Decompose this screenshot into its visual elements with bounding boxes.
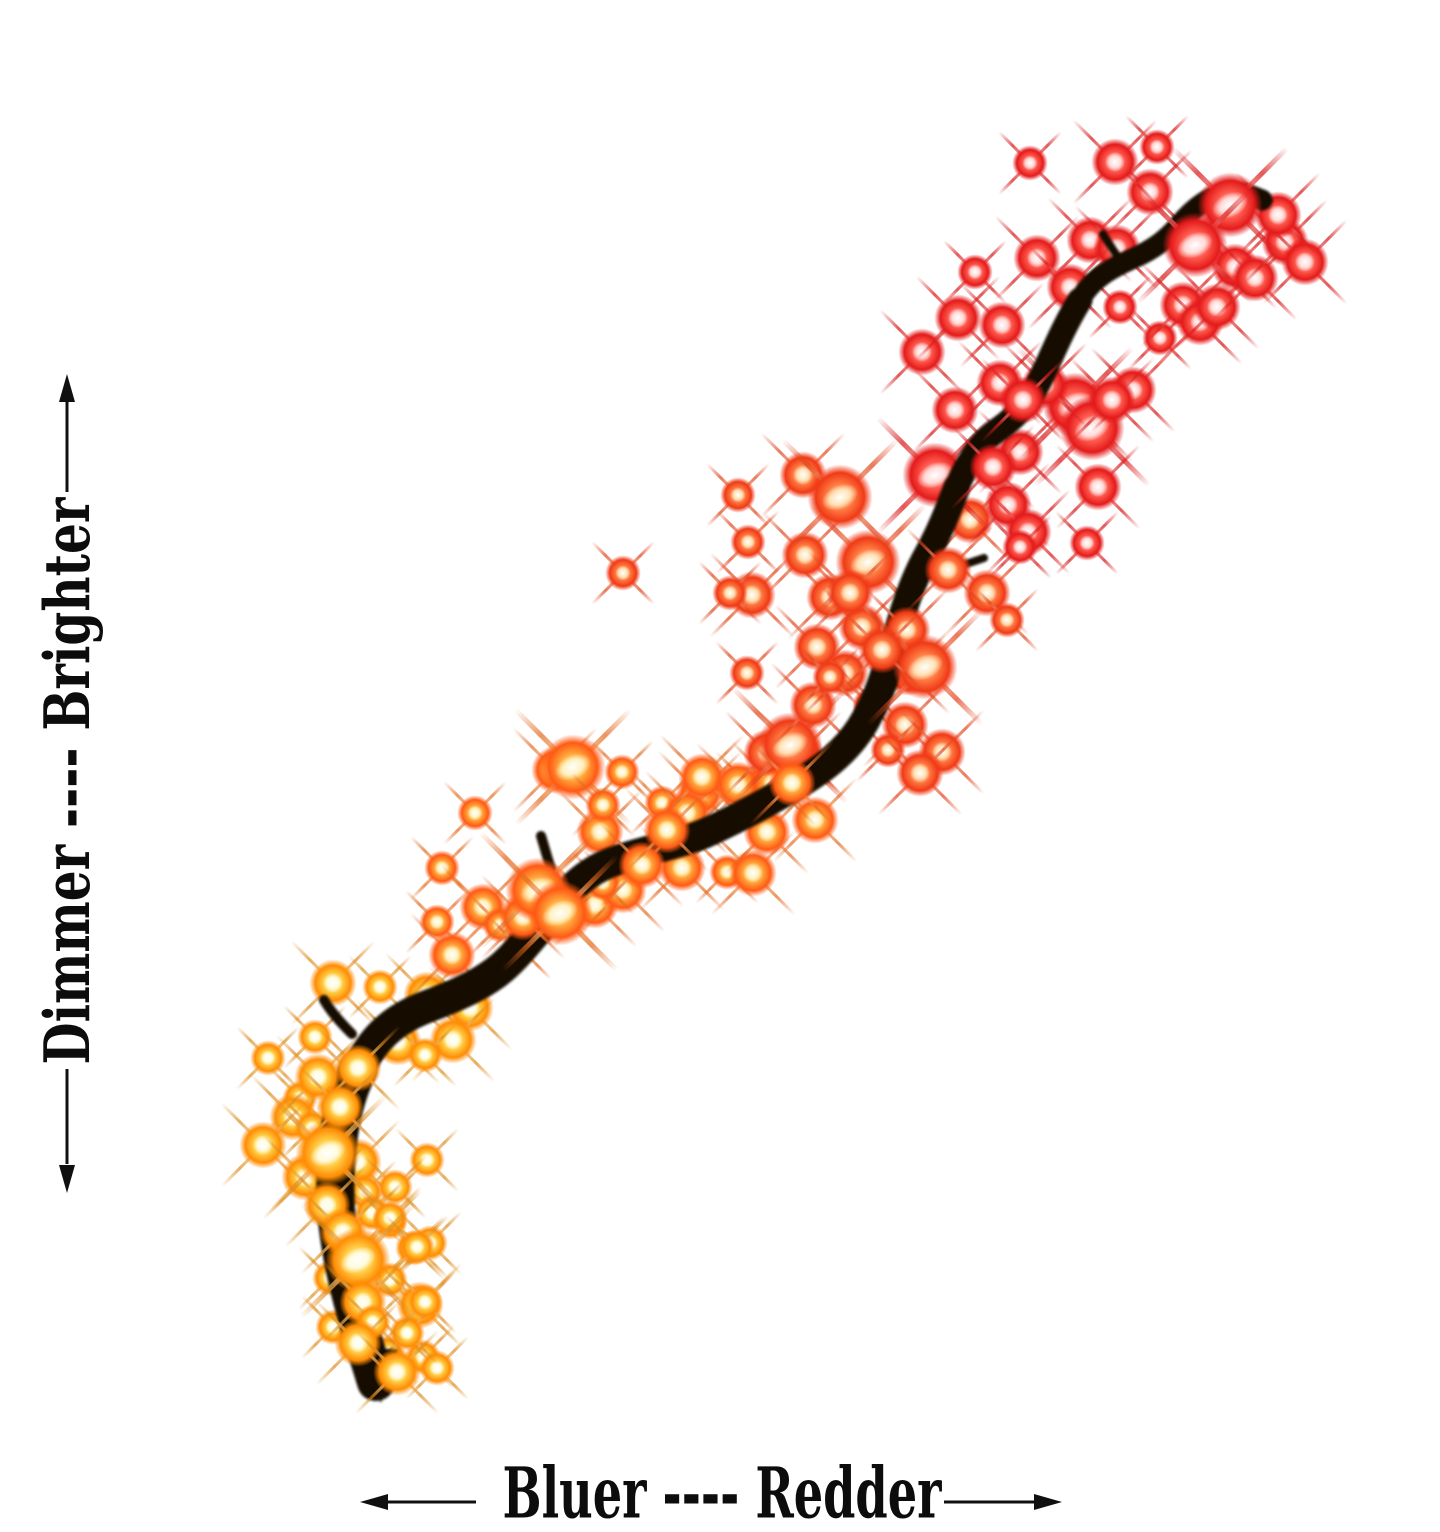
x-axis-arrow-left-head	[360, 1494, 388, 1510]
y-axis-arrow-down-head	[59, 1165, 75, 1193]
y-axis-arrow-up-head	[59, 374, 75, 402]
x-axis-label-text: Bluer ---- Redder	[502, 1451, 942, 1532]
x-axis-arrow-right-head	[1034, 1494, 1062, 1510]
y-axis-label-text: Dimmer ---- Brighter	[30, 497, 104, 1065]
x-axis-label: Bluer ---- Redder	[389, 1452, 1054, 1532]
y-axis-label: Dimmer ---- Brighter	[30, 413, 104, 1149]
